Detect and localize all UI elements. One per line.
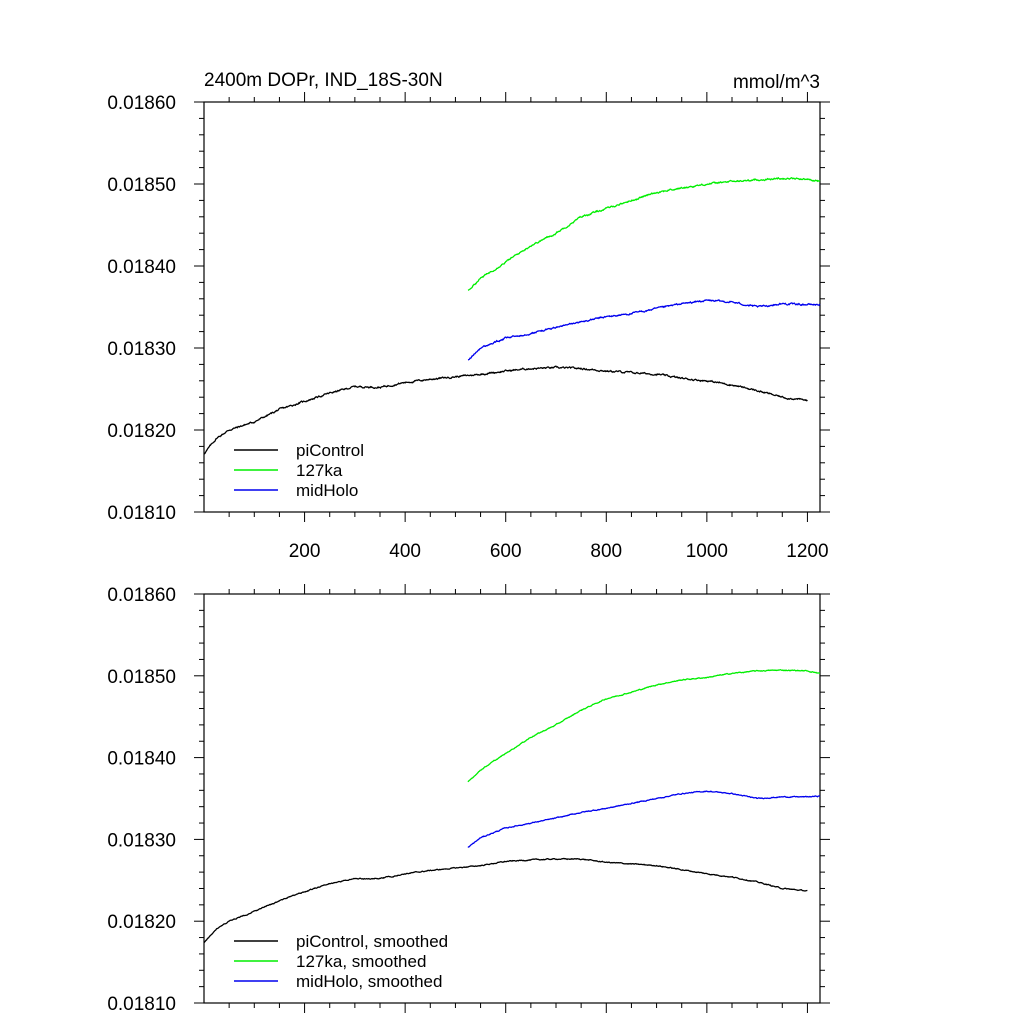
plot-frame: [203, 593, 821, 1004]
plot-frame: [203, 101, 821, 513]
series-line-127ka: [467, 176, 821, 291]
y-tick-label: 0.01840: [107, 749, 176, 770]
x-tick-label: 1200: [786, 541, 828, 562]
y-tick-label: 0.01810: [107, 994, 176, 1015]
series-line-midholo: [467, 790, 821, 848]
series-line-127ka: [467, 669, 820, 783]
legend-label: piControl: [296, 441, 364, 460]
y-tick-label: 0.01830: [107, 339, 176, 360]
y-tick-label: 0.01810: [107, 503, 176, 524]
y-tick-label: 0.01830: [107, 830, 176, 851]
y-tick-label: 0.01820: [107, 421, 176, 442]
x-tick-label: 600: [490, 541, 522, 562]
legend-label: 127ka: [296, 461, 343, 480]
legend-label: midHolo, smoothed: [296, 972, 442, 991]
y-tick-label: 0.01860: [107, 585, 176, 606]
legend-label: piControl, smoothed: [296, 932, 448, 951]
y-tick-label: 0.01820: [107, 912, 176, 933]
top-panel: 2400m DOPr, IND_18S-30N mmol/m^3 200 400 6…: [107, 70, 830, 562]
units-label: mmol/m^3: [733, 72, 820, 93]
chart-title: 2400m DOPr, IND_18S-30N: [204, 70, 443, 91]
y-tick-label: 0.01860: [107, 93, 176, 114]
y-tick-label: 0.01840: [107, 257, 176, 278]
x-tick-label: 400: [389, 541, 421, 562]
x-tick-label: 800: [590, 541, 622, 562]
bottom-panel: 0.01810 0.01820 0.01830 0.01840 0.01850 0.018…: [107, 584, 830, 1015]
x-tick-label: 1000: [686, 541, 728, 562]
series-line-midholo: [467, 298, 821, 361]
y-tick-label: 0.01850: [107, 667, 176, 688]
legend-label: midHolo: [296, 481, 358, 500]
y-tick-label: 0.01850: [107, 175, 176, 196]
legend-label: 127ka, smoothed: [296, 952, 426, 971]
x-tick-label: 200: [289, 541, 321, 562]
series-line-picontrol: [203, 365, 808, 455]
series-line-picontrol: [203, 857, 808, 944]
